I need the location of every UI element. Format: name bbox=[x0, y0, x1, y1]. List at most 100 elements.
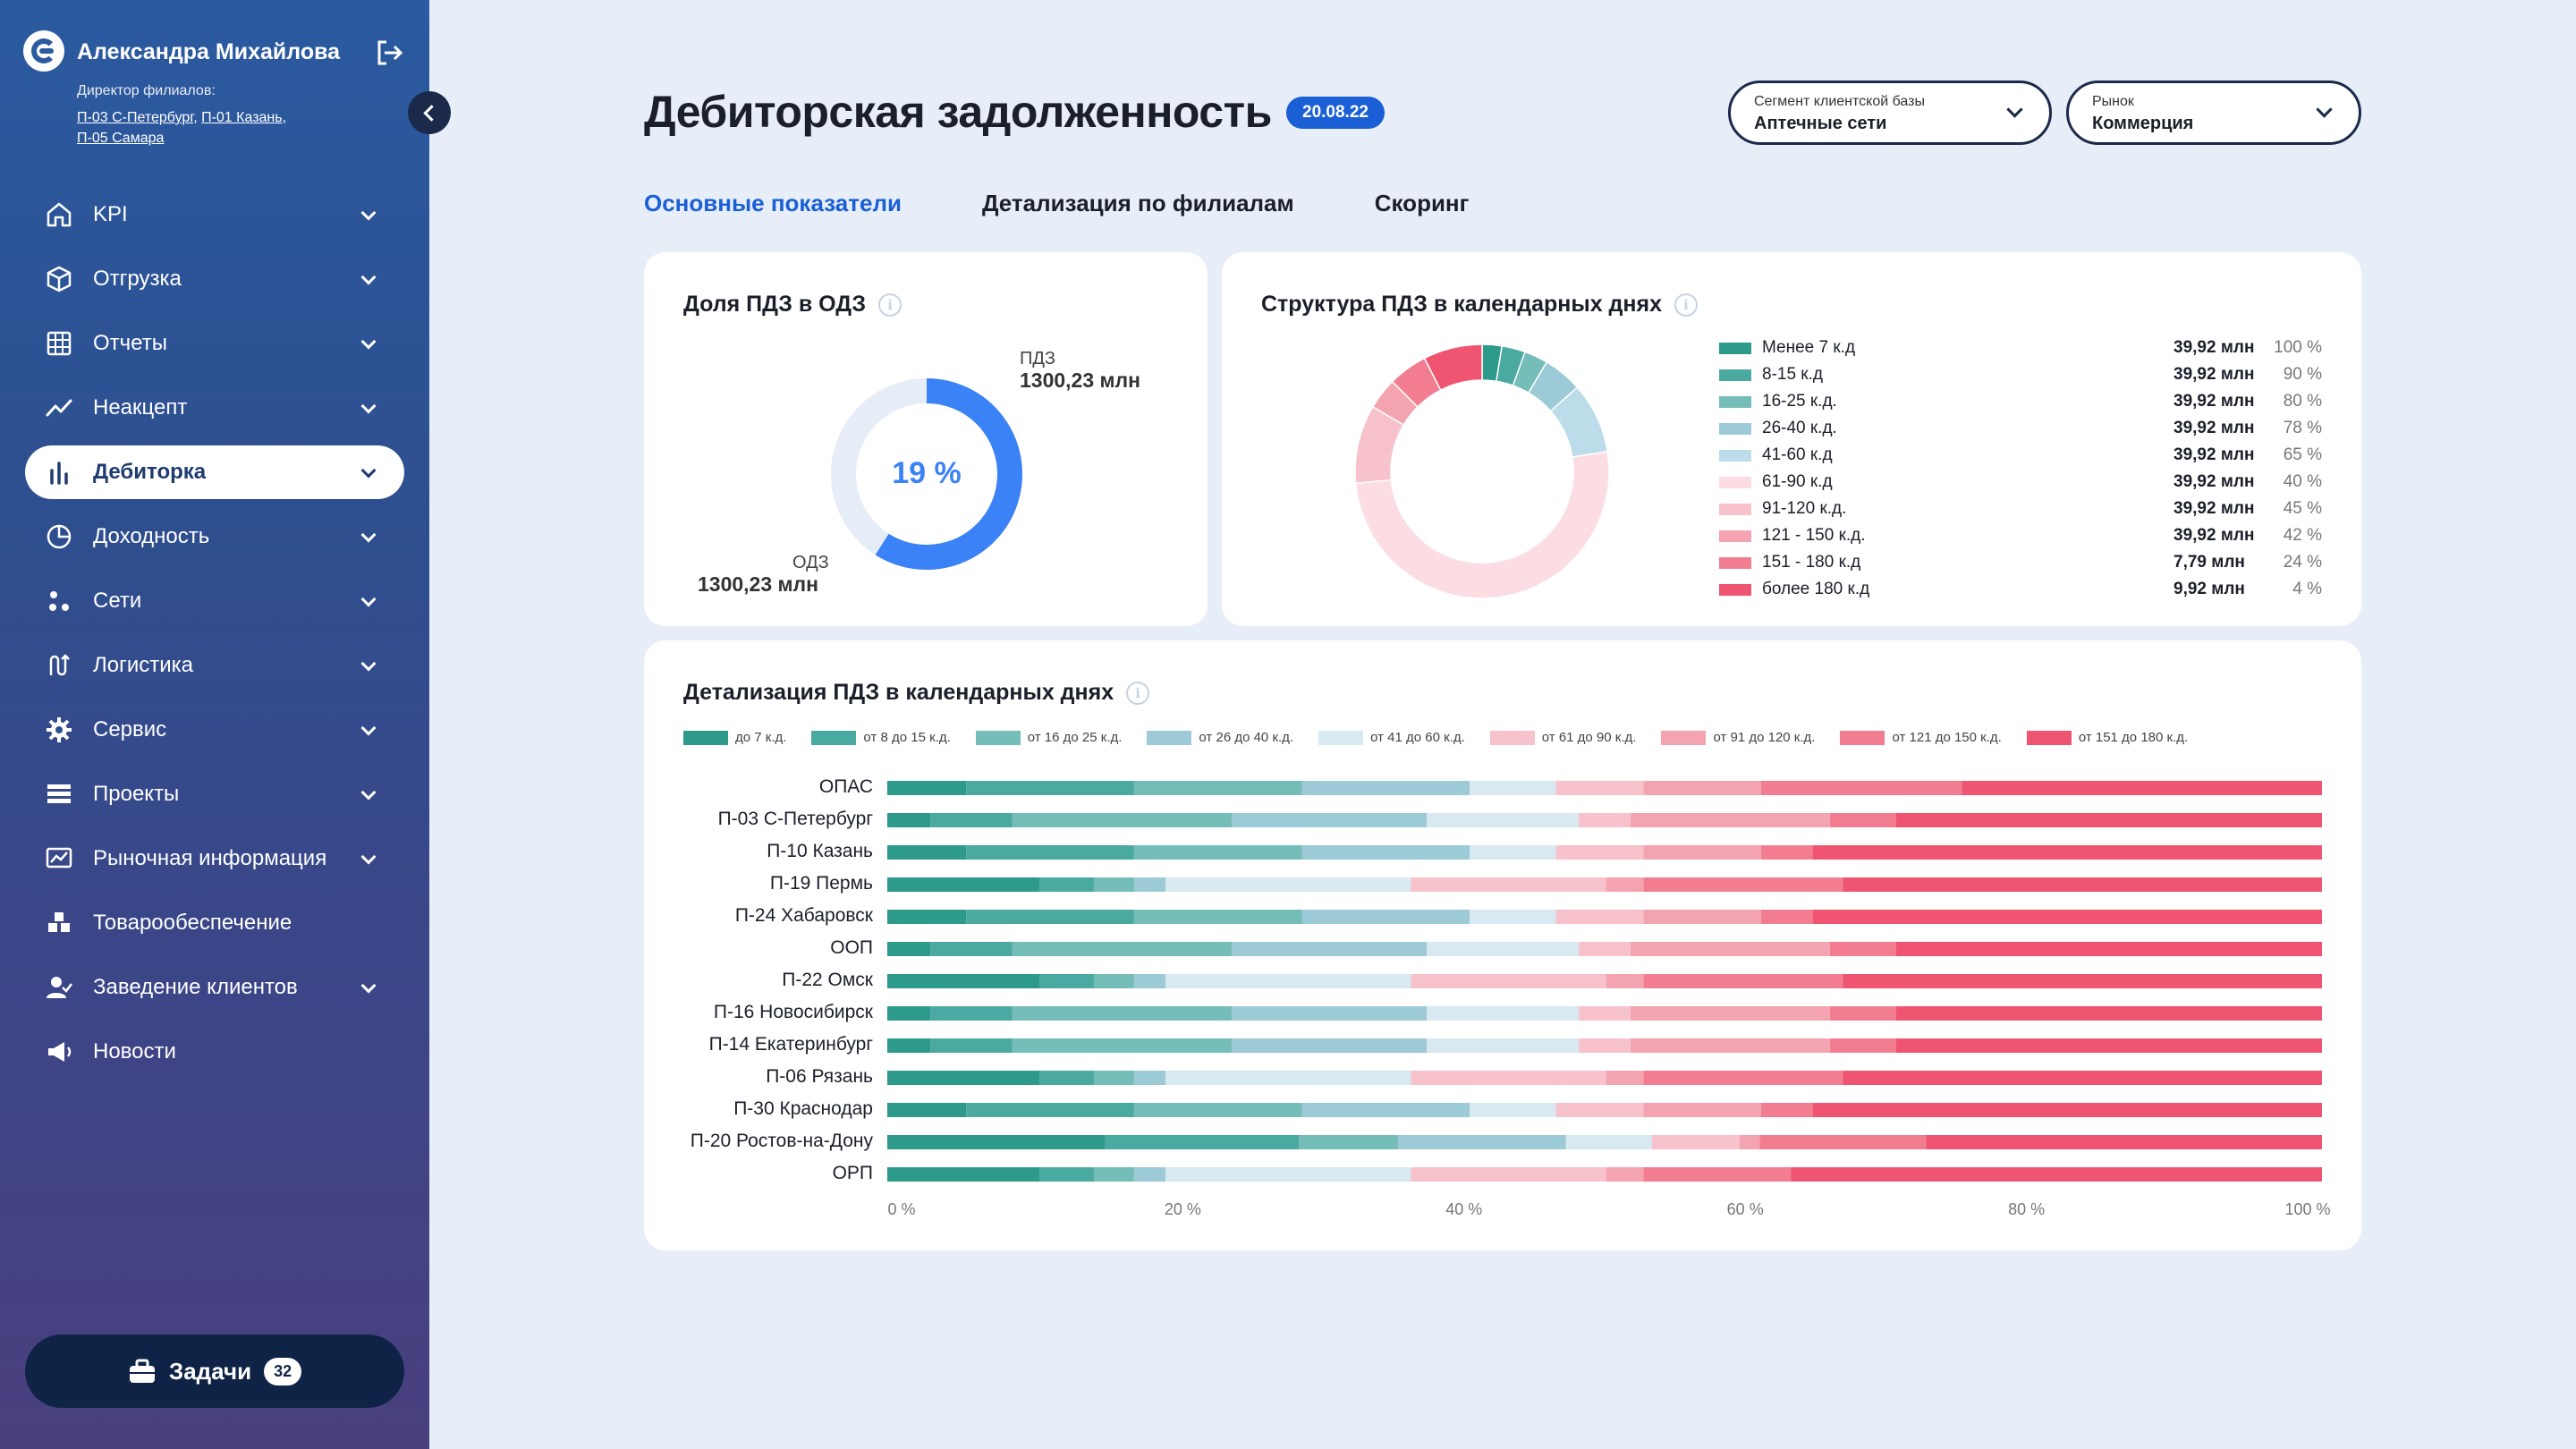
bar-segment[interactable] bbox=[1812, 845, 2322, 860]
info-icon[interactable] bbox=[1126, 681, 1150, 705]
bar-segment[interactable] bbox=[1398, 1135, 1566, 1149]
bar-segment[interactable] bbox=[1427, 813, 1580, 827]
bar-segment[interactable] bbox=[1470, 910, 1556, 924]
bar-segment[interactable] bbox=[1760, 845, 1813, 860]
bar-segment[interactable] bbox=[1411, 1071, 1606, 1085]
sidebar-item-1[interactable]: KPI bbox=[25, 188, 404, 242]
bar-segment[interactable] bbox=[1791, 1167, 2322, 1182]
bar-segment[interactable] bbox=[1093, 877, 1134, 892]
bar-segment[interactable] bbox=[1895, 942, 2322, 956]
bar-segment[interactable] bbox=[1579, 1038, 1631, 1053]
bar-segment[interactable] bbox=[1133, 1103, 1302, 1117]
bar-segment[interactable] bbox=[1829, 942, 1896, 956]
chevron-down-icon[interactable] bbox=[360, 269, 377, 285]
bar-segment[interactable] bbox=[1812, 910, 2322, 924]
bar-segment[interactable] bbox=[1843, 974, 2322, 988]
bar-segment[interactable] bbox=[1411, 974, 1606, 988]
bar-segment[interactable] bbox=[1039, 1071, 1094, 1085]
tab-scoring[interactable]: Скоринг bbox=[1374, 190, 1470, 216]
bar-segment[interactable] bbox=[1039, 877, 1094, 892]
bar-segment[interactable] bbox=[1133, 877, 1166, 892]
branch-link[interactable]: П-01 Казань bbox=[201, 110, 283, 125]
sidebar-item-2[interactable]: Отгрузка bbox=[25, 252, 404, 306]
bar-segment[interactable] bbox=[887, 781, 967, 795]
bar-segment[interactable] bbox=[1093, 1071, 1134, 1085]
bar-segment[interactable] bbox=[1643, 781, 1761, 795]
chevron-down-icon[interactable] bbox=[360, 205, 377, 221]
sidebar-item-4[interactable]: Неакцепт bbox=[25, 381, 404, 435]
bar-segment[interactable] bbox=[930, 813, 1013, 827]
bar-segment[interactable] bbox=[1630, 1038, 1830, 1053]
bar-segment[interactable] bbox=[1643, 845, 1761, 860]
bar-segment[interactable] bbox=[1643, 974, 1843, 988]
bar-segment[interactable] bbox=[1643, 910, 1761, 924]
bar-segment[interactable] bbox=[1606, 877, 1644, 892]
bar-segment[interactable] bbox=[1012, 942, 1232, 956]
bar-segment[interactable] bbox=[1411, 877, 1606, 892]
bar-segment[interactable] bbox=[1301, 781, 1470, 795]
bar-segment[interactable] bbox=[1133, 910, 1302, 924]
bar-segment[interactable] bbox=[887, 1038, 931, 1053]
bar-segment[interactable] bbox=[1555, 845, 1644, 860]
bar-segment[interactable] bbox=[1165, 1071, 1411, 1085]
bar-segment[interactable] bbox=[887, 1167, 1040, 1182]
bar-segment[interactable] bbox=[1470, 781, 1556, 795]
bar-segment[interactable] bbox=[1012, 1038, 1232, 1053]
tab-branch-details[interactable]: Детализация по филиалам bbox=[981, 190, 1294, 216]
logout-icon[interactable] bbox=[374, 38, 404, 68]
info-icon[interactable] bbox=[878, 292, 902, 317]
chevron-down-icon[interactable] bbox=[360, 462, 377, 479]
bar-segment[interactable] bbox=[930, 1038, 1013, 1053]
bar-segment[interactable] bbox=[1039, 1167, 1094, 1182]
bar-segment[interactable] bbox=[1231, 813, 1428, 827]
chevron-down-icon[interactable] bbox=[360, 978, 377, 994]
bar-segment[interactable] bbox=[1231, 1038, 1428, 1053]
bar-segment[interactable] bbox=[887, 974, 1040, 988]
bar-segment[interactable] bbox=[1133, 974, 1166, 988]
bar-segment[interactable] bbox=[1555, 910, 1644, 924]
structure-slice[interactable] bbox=[1423, 343, 1483, 392]
bar-segment[interactable] bbox=[966, 845, 1134, 860]
bar-segment[interactable] bbox=[966, 910, 1134, 924]
bar-segment[interactable] bbox=[1165, 877, 1411, 892]
bar-segment[interactable] bbox=[887, 813, 931, 827]
chevron-down-icon[interactable] bbox=[360, 720, 377, 736]
bar-segment[interactable] bbox=[1427, 942, 1580, 956]
bar-segment[interactable] bbox=[930, 942, 1013, 956]
structure-slice[interactable] bbox=[1354, 450, 1610, 599]
bar-segment[interactable] bbox=[1630, 813, 1830, 827]
bar-segment[interactable] bbox=[1555, 1103, 1644, 1117]
sidebar-item-12[interactable]: Товарообеспечение bbox=[25, 896, 404, 950]
bar-segment[interactable] bbox=[1133, 1071, 1166, 1085]
bar-segment[interactable] bbox=[1231, 942, 1428, 956]
branch-link[interactable]: П-05 Самара bbox=[77, 131, 165, 146]
bar-segment[interactable] bbox=[1962, 781, 2322, 795]
bar-segment[interactable] bbox=[1643, 1167, 1792, 1182]
sidebar-item-3[interactable]: Отчеты bbox=[25, 317, 404, 370]
bar-segment[interactable] bbox=[1411, 1167, 1606, 1182]
bar-segment[interactable] bbox=[1630, 1006, 1830, 1021]
sidebar-item-8[interactable]: Логистика bbox=[25, 639, 404, 692]
bar-segment[interactable] bbox=[1470, 845, 1556, 860]
bar-segment[interactable] bbox=[1760, 910, 1813, 924]
bar-segment[interactable] bbox=[1133, 845, 1302, 860]
bar-segment[interactable] bbox=[1829, 1006, 1896, 1021]
bar-segment[interactable] bbox=[1165, 1167, 1411, 1182]
bar-segment[interactable] bbox=[887, 1103, 967, 1117]
sidebar-item-6[interactable]: Доходность bbox=[25, 510, 404, 564]
bar-segment[interactable] bbox=[1829, 1038, 1896, 1053]
chevron-down-icon[interactable] bbox=[360, 591, 377, 607]
bar-segment[interactable] bbox=[1606, 1167, 1644, 1182]
bar-segment[interactable] bbox=[1301, 1103, 1470, 1117]
bar-segment[interactable] bbox=[1843, 877, 2322, 892]
segment-select[interactable]: Сегмент клиентской базы Аптечные сети bbox=[1728, 80, 2052, 145]
bar-segment[interactable] bbox=[887, 877, 1040, 892]
bar-segment[interactable] bbox=[1093, 974, 1134, 988]
sidebar-item-10[interactable]: Проекты bbox=[25, 767, 404, 821]
bar-segment[interactable] bbox=[1606, 974, 1644, 988]
chevron-down-icon[interactable] bbox=[360, 334, 377, 350]
sidebar-item-14[interactable]: Новости bbox=[25, 1025, 404, 1079]
bar-segment[interactable] bbox=[887, 1071, 1040, 1085]
bar-segment[interactable] bbox=[966, 1103, 1134, 1117]
bar-segment[interactable] bbox=[887, 910, 967, 924]
